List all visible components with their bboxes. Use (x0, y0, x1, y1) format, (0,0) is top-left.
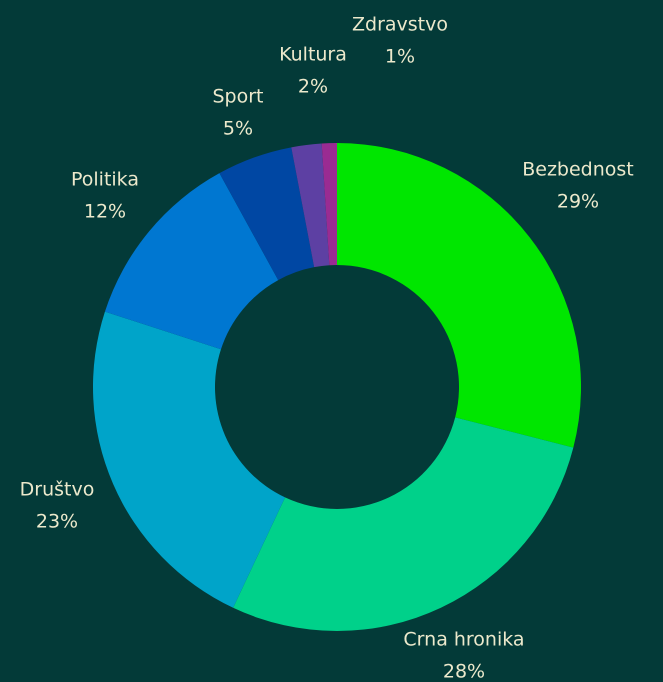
slice-value-label: 23% (36, 511, 78, 533)
donut-slice (92, 311, 286, 608)
slice-value-label: 28% (443, 661, 485, 682)
slice-label: Sport (212, 86, 263, 108)
slice-value-label: 2% (298, 76, 328, 98)
slice-value-label: 5% (223, 118, 253, 140)
donut-slice (104, 173, 279, 350)
donut-slice (321, 143, 337, 266)
slice-value-label: 12% (84, 201, 126, 223)
donut-slice (291, 143, 330, 268)
donut-slice (233, 417, 574, 631)
slice-label: Društvo (20, 479, 95, 501)
slice-label: Kultura (279, 44, 347, 66)
slice-label: Politika (71, 169, 139, 191)
donut-slice (219, 147, 315, 281)
slice-value-label: 1% (385, 46, 415, 68)
slice-label: Zdravstvo (352, 14, 448, 36)
slice-label: Bezbednost (522, 159, 634, 181)
donut-slice (337, 143, 581, 448)
slice-value-label: 29% (557, 191, 599, 213)
slice-label: Crna hronika (403, 629, 524, 651)
